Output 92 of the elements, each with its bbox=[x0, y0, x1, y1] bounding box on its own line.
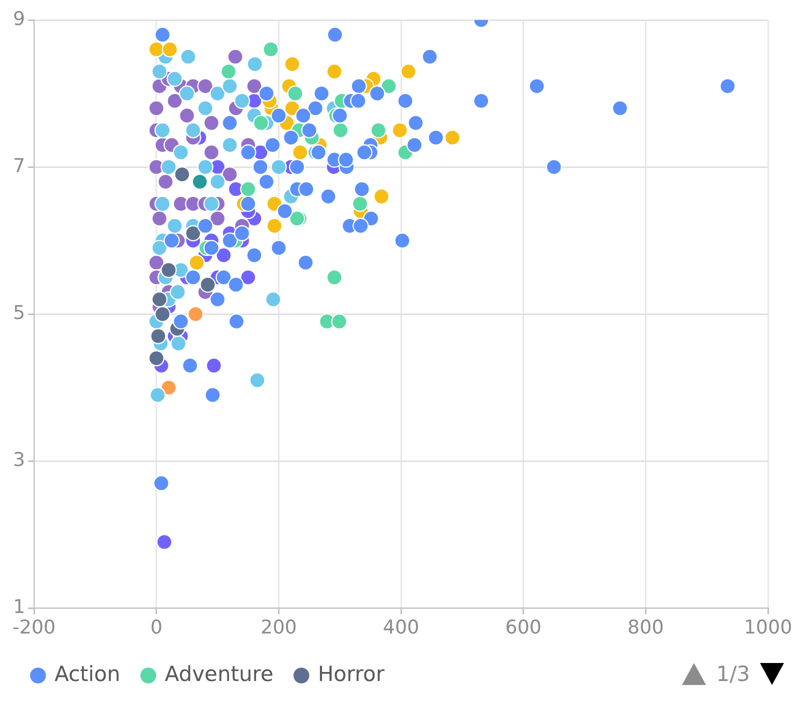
point bbox=[326, 269, 342, 286]
y-tick-label: 7 bbox=[12, 154, 26, 177]
point bbox=[166, 92, 183, 109]
point bbox=[249, 372, 266, 388]
point bbox=[262, 41, 279, 58]
legend-label: Horror bbox=[318, 662, 385, 686]
point bbox=[240, 181, 256, 198]
point bbox=[380, 78, 397, 94]
point bbox=[154, 306, 171, 322]
y-tick-label: 9 bbox=[12, 8, 26, 30]
point bbox=[197, 158, 214, 176]
point bbox=[197, 78, 214, 94]
point bbox=[156, 534, 172, 550]
point bbox=[180, 48, 196, 65]
point bbox=[266, 218, 283, 234]
point bbox=[160, 158, 177, 176]
point bbox=[392, 122, 408, 138]
point bbox=[240, 269, 256, 286]
point bbox=[206, 357, 222, 374]
legend-label: Action bbox=[54, 662, 120, 686]
point bbox=[151, 63, 168, 80]
x-tick-label: 200 bbox=[260, 616, 297, 639]
point bbox=[166, 218, 183, 234]
point bbox=[185, 122, 202, 138]
y-tick-label: 3 bbox=[12, 449, 26, 472]
point bbox=[216, 247, 232, 264]
y-tick-label: 5 bbox=[12, 302, 26, 324]
point bbox=[162, 41, 178, 58]
point bbox=[332, 122, 349, 138]
point bbox=[209, 85, 226, 102]
point bbox=[234, 92, 250, 109]
point bbox=[284, 56, 300, 72]
point bbox=[151, 210, 168, 227]
point bbox=[160, 380, 177, 396]
point bbox=[227, 48, 244, 65]
x-tick-label: 800 bbox=[628, 616, 664, 639]
point bbox=[188, 254, 205, 271]
point bbox=[172, 144, 189, 160]
point bbox=[178, 85, 196, 102]
x-tick-label: 600 bbox=[505, 616, 542, 639]
point bbox=[209, 210, 226, 227]
point bbox=[270, 158, 287, 176]
point bbox=[252, 114, 270, 132]
y-tick-label: 1 bbox=[12, 596, 26, 618]
point bbox=[326, 63, 342, 80]
point bbox=[370, 122, 387, 138]
point bbox=[178, 107, 196, 124]
point bbox=[220, 63, 237, 80]
point bbox=[331, 313, 348, 330]
point bbox=[150, 328, 166, 344]
point bbox=[246, 56, 263, 72]
point bbox=[246, 78, 262, 94]
point bbox=[174, 166, 190, 183]
point bbox=[192, 174, 208, 190]
point bbox=[151, 240, 168, 256]
point bbox=[400, 63, 416, 80]
point bbox=[197, 100, 214, 116]
point bbox=[444, 130, 461, 146]
point bbox=[148, 100, 165, 116]
point bbox=[154, 196, 171, 212]
point bbox=[150, 386, 166, 404]
point bbox=[187, 306, 204, 322]
point bbox=[203, 144, 220, 160]
point bbox=[148, 350, 165, 366]
text: 1/3 bbox=[716, 662, 750, 686]
point bbox=[157, 174, 174, 190]
point bbox=[203, 114, 220, 132]
point bbox=[203, 196, 220, 212]
x-tick-label: 400 bbox=[382, 616, 420, 639]
point bbox=[160, 262, 177, 278]
point bbox=[170, 284, 186, 300]
point bbox=[154, 122, 171, 138]
x-tick-label: -200 bbox=[12, 616, 56, 639]
point bbox=[151, 291, 168, 308]
point bbox=[292, 144, 308, 160]
x-tick-label: 1000 bbox=[744, 616, 792, 639]
legend-label: Adventure bbox=[164, 662, 274, 686]
point bbox=[148, 254, 165, 271]
point bbox=[209, 174, 226, 190]
point bbox=[265, 291, 282, 308]
point bbox=[170, 335, 187, 352]
point bbox=[148, 41, 165, 58]
x-tick-label: 0 bbox=[150, 616, 162, 639]
point bbox=[166, 70, 183, 87]
point bbox=[200, 276, 216, 293]
point bbox=[185, 225, 202, 242]
point bbox=[352, 196, 368, 212]
point bbox=[373, 188, 390, 205]
point bbox=[222, 136, 238, 154]
point bbox=[222, 78, 238, 94]
point bbox=[287, 85, 304, 102]
point bbox=[222, 166, 238, 183]
